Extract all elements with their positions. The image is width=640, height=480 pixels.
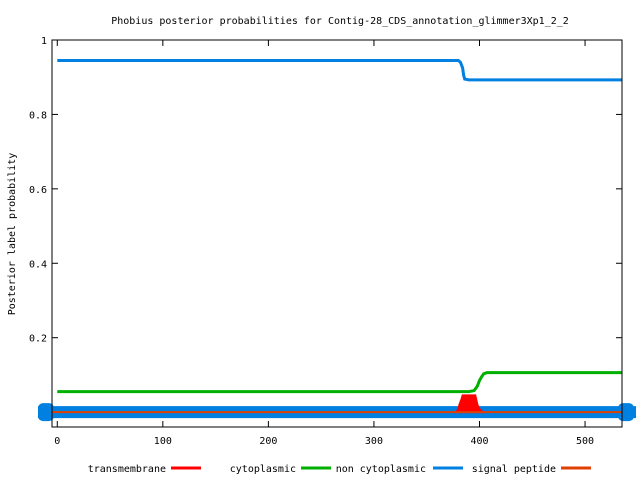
x-tick-label: 200 [259,436,277,447]
y-tick-label: 0.6 [29,185,47,196]
y-axis-label: Posterior label probability [7,153,18,316]
legend-label-signal-peptide: signal peptide [472,464,556,475]
y-tick-label: 0.2 [29,334,47,345]
x-tick-label: 0 [54,436,60,447]
chart-title: Phobius posterior probabilities for Cont… [111,16,569,27]
legend: transmembrane cytoplasmic non cytoplasmic s… [88,464,591,475]
series-transmembrane [454,394,486,414]
x-tick-label: 100 [154,436,172,447]
baseline-band-left-cap [38,403,54,422]
legend-label-cytoplasmic: cytoplasmic [230,464,296,475]
plot-area-frame [51,39,623,428]
series-cytoplasmic [57,371,622,394]
series-non-cytoplasmic [57,58,622,82]
x-tick-label: 500 [576,436,594,447]
series-layer [38,58,636,422]
legend-label-non-cytoplasmic: non cytoplasmic [336,464,426,475]
legend-label-transmembrane: transmembrane [88,464,166,475]
y-tick-label: 0.4 [29,259,47,270]
x-tick-label: 300 [365,436,383,447]
y-tick-label: 1 [41,36,47,47]
axis-ticks: 0 100 200 300 400 500 0.2 0.4 0.6 0.8 1 [29,36,622,447]
y-tick-label: 0.8 [29,110,47,121]
x-tick-label: 400 [470,436,488,447]
